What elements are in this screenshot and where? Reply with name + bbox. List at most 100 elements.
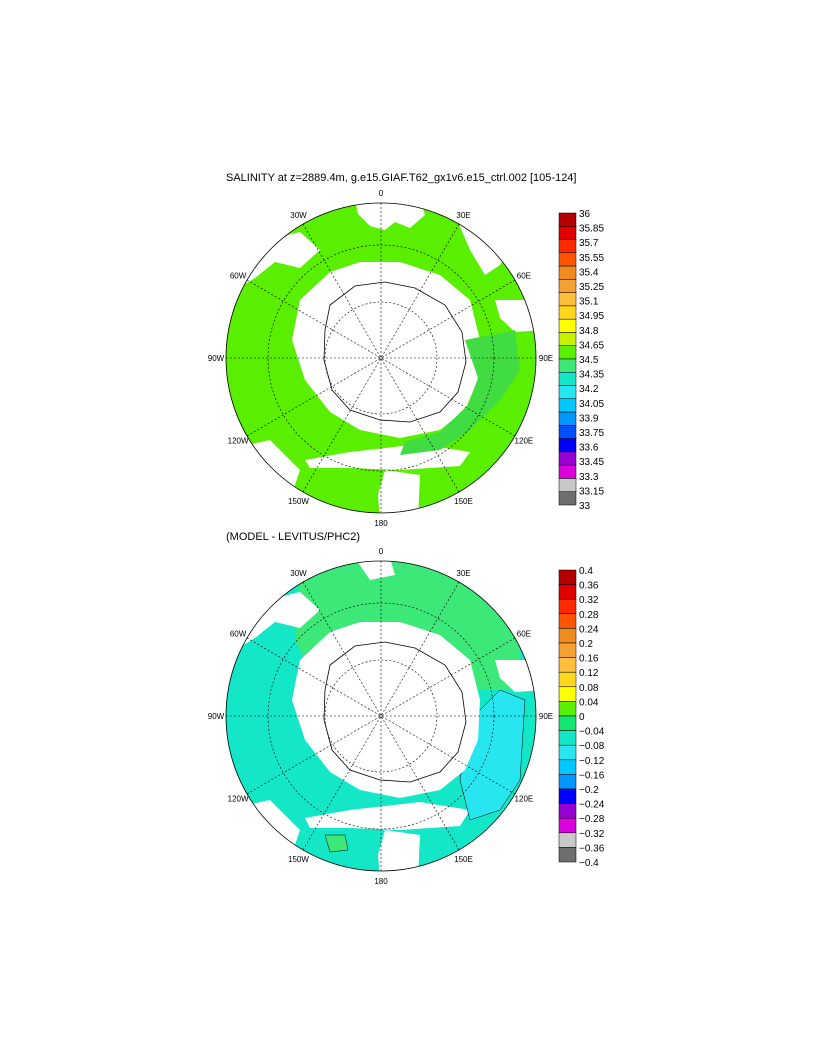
colorbar-label: −0.2 [579,785,599,796]
salinity-map: 0 30E 60E 90E 120E 150E 180 150W 120W 90W 60W 30W 3… [208,189,605,528]
lon-label: 120W [228,437,249,446]
colorbar-label: 33.15 [579,486,604,497]
colorbar-swatch [558,569,577,585]
colorbar-label: 34.8 [579,326,599,337]
colorbar-label: 35.55 [579,253,604,264]
graticule [226,203,536,513]
colorbar-label: 33.3 [579,472,599,483]
map-outline [225,560,537,872]
lon-label: 90E [539,354,553,363]
colorbar-label: −0.32 [579,829,605,840]
colorbar-label: 35.25 [579,282,604,293]
missing-data-patch [378,830,420,871]
colorbar-swatch [558,803,577,819]
missing-data-patch [355,203,425,230]
colorbar-label: −0.36 [579,843,605,854]
colorbar-swatch [558,730,577,746]
colorbar-label: 34.65 [579,340,604,351]
colorbar-label: 0.24 [579,624,599,635]
colorbar-swatch [558,744,577,761]
lon-label: 150W [288,855,309,864]
colorbar-label: 0.32 [579,595,599,606]
colorbar-swatch [558,788,577,804]
colorbar-label: 33.45 [579,457,604,468]
positive-anomaly-region [324,834,349,853]
panel1-title: SALINITY at z=2889.4m, g.e15.GIAF.T62_gx… [226,172,577,184]
colorbar-label: 0.28 [579,610,599,621]
colorbar-label: 34.35 [579,370,604,381]
colorbar-label: −0.24 [579,800,605,811]
colorbar-label: −0.04 [579,727,605,738]
missing-data-patch [305,802,470,830]
lon-label: 120E [515,437,534,446]
colorbar-label: 33.9 [579,413,599,424]
colorbar-label: 0.08 [579,683,599,694]
lon-label: 150E [454,497,473,506]
lon-label: 120W [228,795,249,804]
lon-label: 180 [374,877,388,886]
colorbar-swatch [558,598,577,615]
lon-label: 60W [230,272,247,281]
difference-colorbar: 0.4 0.36 0.32 0.28 0.24 0.2 0.16 0.12 0.08 0.04 0 −… [558,566,605,869]
colorbar-label: 0.36 [579,581,599,592]
lon-label: 30E [456,211,470,220]
colorbar-swatch [558,847,577,863]
colorbar-label: 35.1 [579,297,599,308]
lon-label: 120E [515,795,534,804]
colorbar-label: 35.4 [579,267,599,278]
colorbar-label: −0.16 [579,770,605,781]
colorbar-label: 34.05 [579,399,604,410]
colorbar-label: −0.28 [579,814,605,825]
colorbar-label: 34.2 [579,384,599,395]
colorbar-label: 0.04 [579,697,599,708]
colorbar-label: 0.4 [579,566,593,577]
lon-label: 0 [379,547,384,556]
colorbar-label: 35.85 [579,224,604,235]
colorbar-swatch [558,759,577,775]
graticule [226,561,536,871]
missing-data-patch [378,470,420,513]
lon-label: 30W [290,211,307,220]
deep-band [400,330,520,455]
colorbar-label: 0 [579,712,585,723]
lon-label: 150E [454,855,473,864]
colorbar-swatch [558,715,577,731]
lon-label: 60E [517,272,531,281]
colorbar-label: 34.95 [579,311,604,322]
colorbar-swatch [558,613,577,629]
colorbar-label: −0.12 [579,756,605,767]
lon-label: 90W [208,712,225,721]
lon-label: 150W [288,497,309,506]
colorbar-swatch [558,642,577,658]
colorbar-swatch [558,832,577,848]
colorbar-label: 0.12 [579,668,599,679]
lon-label: 60W [230,630,247,639]
lon-label: 90W [208,354,225,363]
colorbar-label: 33.75 [579,428,604,439]
colorbar-swatch [558,657,577,673]
lon-label: 30E [456,569,470,578]
colorbar-swatch [558,628,577,644]
colorbar-swatch [558,817,577,834]
colorbar-swatch [558,584,577,600]
lon-label: 180 [374,519,388,528]
colorbar-swatch [558,774,577,790]
antarctica-land [323,641,467,783]
salinity-colorbar: 36 35.85 35.7 35.55 35.4 35.25 35.1 34.95 34.8 34… [558,209,604,512]
lon-label: 0 [379,189,384,198]
panel2-title: (MODEL - LEVITUS/PHC2) [226,531,361,543]
colorbar-label: 35.7 [579,238,599,249]
colorbar-swatch [558,491,577,506]
lon-label: 90E [539,712,553,721]
colorbar-swatch [558,671,577,688]
map-outline [225,202,537,514]
colorbar-label: −0.08 [579,741,605,752]
colorbar-label: 36 [579,209,591,220]
colorbar-label: 33 [579,501,591,512]
lon-label: 60E [517,630,531,639]
missing-data-patch [355,561,395,580]
colorbar-swatch [558,701,577,717]
colorbar-label: 0.2 [579,639,593,650]
colorbar-label: −0.4 [579,858,599,869]
